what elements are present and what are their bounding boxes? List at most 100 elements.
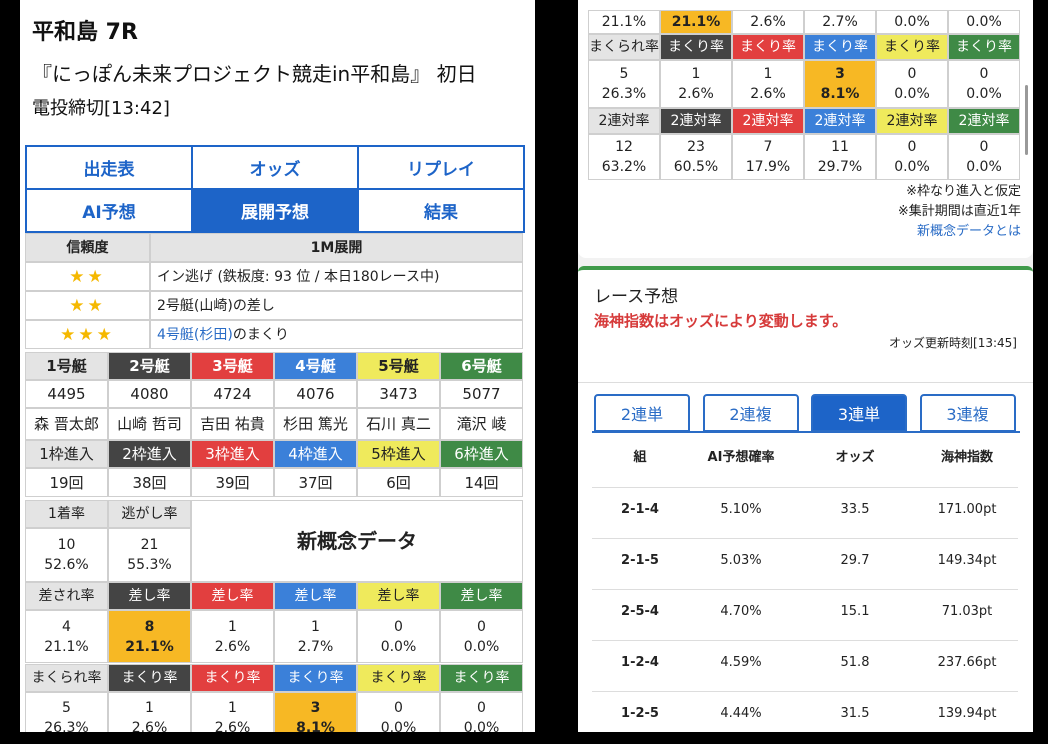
entry-label: 5枠進入 <box>357 440 440 468</box>
cell-text: 4080 <box>130 385 169 403</box>
bet-tab[interactable]: 2連複 <box>702 394 799 432</box>
cell-text: 4724 <box>213 385 252 403</box>
cell-text: 10 <box>57 537 76 553</box>
row-divider <box>592 640 1018 641</box>
rate-value: 0 0.0% <box>948 134 1020 180</box>
cell-text: 0 <box>394 618 403 635</box>
cell-text: 1 <box>763 66 773 82</box>
rate-label: まくられ率 <box>588 34 660 60</box>
rate-value: 1 2.6% <box>191 692 274 732</box>
cell-text: 12 <box>615 139 633 155</box>
stars: ★★ <box>25 262 150 291</box>
cell-text: 8.1% <box>820 86 860 102</box>
table-cell: 71.03pt <box>941 604 993 619</box>
cell-text: 0.0% <box>463 720 500 732</box>
cell-text: 2.7% <box>822 14 858 30</box>
table-cell: 31.5 <box>840 706 870 721</box>
race-subtitle: 『にっぽん未来プロジェクト競走in平和島』 初日 <box>32 62 477 86</box>
stars: ★★ <box>25 291 150 320</box>
cell-text: 6号艇 <box>461 357 502 375</box>
table-cell: 237.66pt <box>937 655 997 670</box>
entry-label: 3枠進入 <box>191 440 274 468</box>
bet-tab[interactable]: 3連複 <box>919 394 1016 432</box>
rate-value: 0 0.0% <box>357 610 440 663</box>
cell-text: 3 <box>310 700 321 716</box>
cell-text: 5 <box>62 700 71 716</box>
left-screen: 平和島 7R 『にっぽん未来プロジェクト競走in平和島』 初日 電投締切[13:42… <box>20 0 535 732</box>
cell-text: 0.0% <box>463 638 500 655</box>
boat-label: 6号艇 <box>440 352 523 380</box>
rate-label: 2連対率 <box>876 108 948 134</box>
racer-number: 5077 <box>440 380 523 408</box>
cell-text: 5 <box>619 66 629 82</box>
row-divider <box>592 487 1018 488</box>
cell-text: まくり率 <box>740 39 796 55</box>
scrollbar <box>1025 85 1028 155</box>
rate-value: 23 60.5% <box>660 134 732 180</box>
rate-label: 2連対率 <box>732 108 804 134</box>
cell-text: ★★ <box>69 266 106 287</box>
rate-value: 0 0.0% <box>876 134 948 180</box>
nav-tab[interactable]: リプレイ <box>357 145 525 190</box>
cell-text: 2.6% <box>750 86 786 102</box>
entry-count: 37回 <box>274 468 357 497</box>
cell-text: 0 <box>394 700 403 716</box>
rate-value: 1 2.6% <box>108 692 191 732</box>
cell-text: 3 <box>835 66 845 82</box>
nav-tab[interactable]: 出走表 <box>25 145 193 190</box>
rate-value: 1 2.6% <box>732 60 804 108</box>
tenkai-desc: イン逃げ (鉄板度: 93 位 / 本日180レース中) <box>157 268 440 285</box>
table-cell: 5.10% <box>720 502 762 517</box>
table-cell: 29.7 <box>840 553 870 568</box>
cell-text: 60.5% <box>673 159 719 175</box>
bet-tab[interactable]: 3連単 <box>811 394 907 432</box>
rate-value: 3 8.1% <box>804 60 876 108</box>
cell-text: 0.0% <box>894 159 930 175</box>
cell-text: 21 <box>140 537 159 553</box>
entry-count: 6回 <box>357 468 440 497</box>
divider <box>578 382 1033 383</box>
cell-text: 差し率 <box>460 588 503 604</box>
table-cell: 2-1-4 <box>621 502 659 517</box>
info-link[interactable]: 新概念データとは <box>916 224 1021 239</box>
cell-text: 4枠進入 <box>288 445 343 463</box>
cell-text: 2.6% <box>131 720 168 732</box>
cell-text: 森 晋太郎 <box>34 415 99 433</box>
cell-text: 0 <box>907 139 917 155</box>
rate-value: 0.0% <box>876 10 948 34</box>
cell-text: 0 <box>477 618 486 635</box>
entry-count: 14回 <box>440 468 523 497</box>
table-cell: 139.94pt <box>937 706 997 721</box>
entry-count: 38回 <box>108 468 191 497</box>
tenkai-desc: 2号艇(山崎)の差し <box>157 297 275 314</box>
cell-text: 2.7% <box>297 638 334 655</box>
rate-value: 1 2.7% <box>274 610 357 663</box>
nav-tab[interactable]: 展開予想 <box>191 188 359 233</box>
rate-label: まくり率 <box>804 34 876 60</box>
table-header: 組 <box>633 450 647 465</box>
table-cell: 15.1 <box>840 604 870 619</box>
stat-label: 1着率 <box>25 500 108 528</box>
cell-text: 1 <box>145 700 154 716</box>
nav-tab[interactable]: AI予想 <box>25 188 193 233</box>
racer-number: 4080 <box>108 380 191 408</box>
bet-tab[interactable]: 2連単 <box>594 394 690 432</box>
cell-text: 0.0% <box>380 720 417 732</box>
rate-label: 差し率 <box>108 582 191 610</box>
rate-label: 差し率 <box>274 582 357 610</box>
cell-text: 4 <box>62 618 71 635</box>
stars: ★★★ <box>25 320 150 349</box>
rate-value: 4 21.1% <box>25 610 108 663</box>
table-header: 海神指数 <box>940 450 993 465</box>
rate-value: 1 2.6% <box>660 60 732 108</box>
rate-value: 21.1% <box>660 10 732 34</box>
rate-value: 0 0.0% <box>357 692 440 732</box>
cell-text: まくり率 <box>668 39 724 55</box>
racer-name: 森 晋太郎 <box>25 408 108 440</box>
nav-tab[interactable]: 結果 <box>357 188 525 233</box>
racer-number: 4495 <box>25 380 108 408</box>
racer-name: 吉田 祐貴 <box>191 408 274 440</box>
nav-tab[interactable]: オッズ <box>191 145 359 190</box>
boat-label: 1号艇 <box>25 352 108 380</box>
table-cell: 171.00pt <box>937 502 997 517</box>
